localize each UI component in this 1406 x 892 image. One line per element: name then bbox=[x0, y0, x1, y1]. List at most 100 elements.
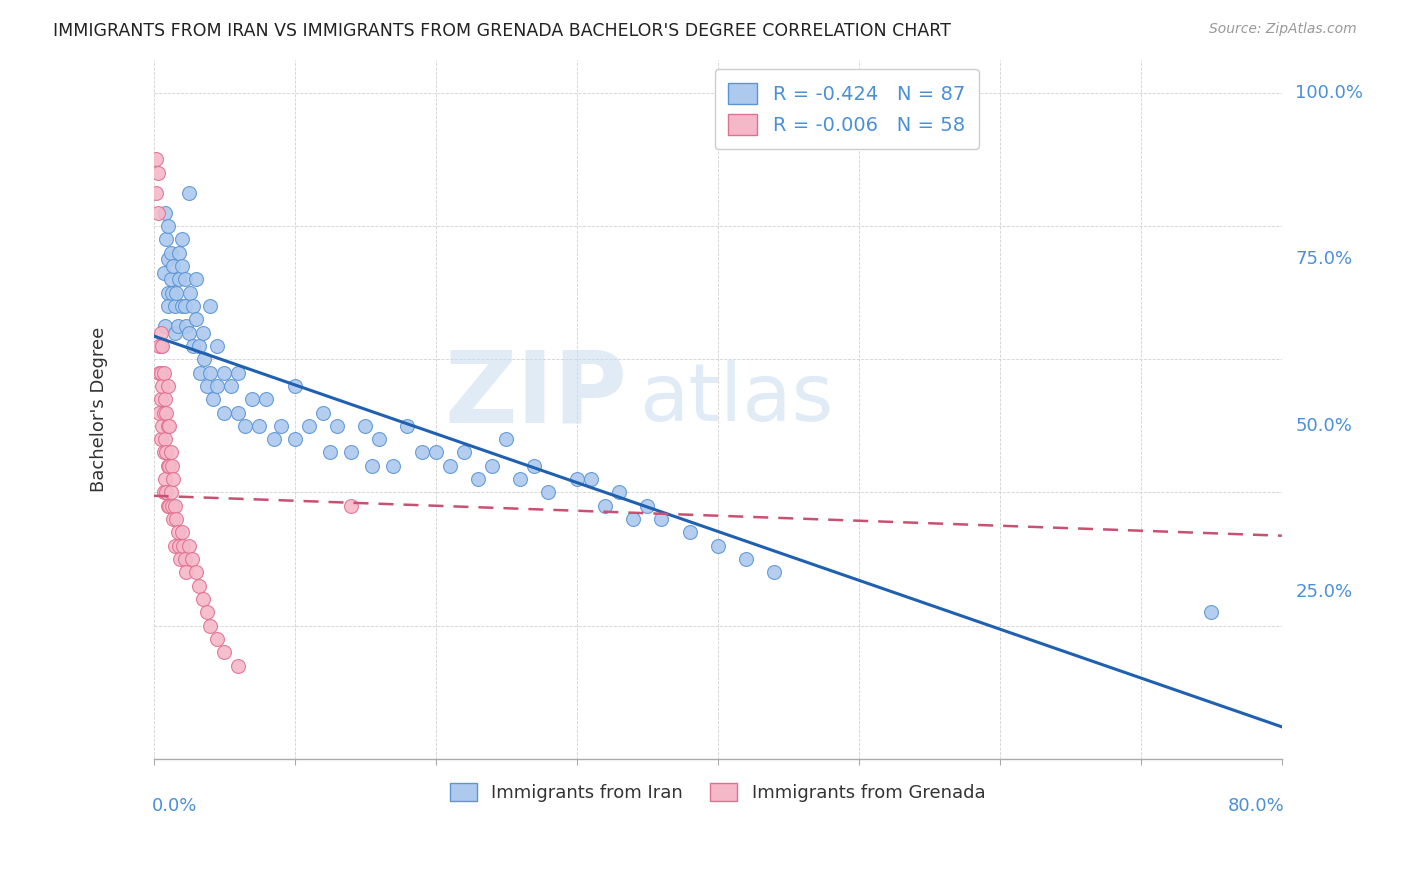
Point bbox=[155, 232, 177, 246]
Point bbox=[678, 525, 700, 540]
Point bbox=[170, 232, 193, 246]
Point bbox=[188, 366, 211, 380]
Point bbox=[173, 272, 195, 286]
Point bbox=[205, 339, 228, 353]
Point bbox=[368, 432, 391, 446]
Point bbox=[167, 272, 190, 286]
Point bbox=[212, 645, 235, 659]
Point bbox=[162, 259, 184, 273]
Point bbox=[153, 472, 176, 486]
Point bbox=[201, 392, 224, 407]
Point bbox=[146, 166, 169, 180]
Text: 80.0%: 80.0% bbox=[1227, 797, 1284, 815]
Point bbox=[298, 418, 321, 433]
Point bbox=[152, 405, 174, 419]
Point bbox=[173, 299, 195, 313]
Point bbox=[312, 405, 335, 419]
Point bbox=[354, 418, 377, 433]
Point bbox=[179, 285, 201, 300]
Point bbox=[195, 605, 218, 619]
Point bbox=[226, 658, 249, 673]
Point bbox=[523, 458, 546, 473]
Point bbox=[160, 499, 183, 513]
Text: 25.0%: 25.0% bbox=[1295, 583, 1353, 601]
Point bbox=[159, 245, 181, 260]
Point bbox=[149, 366, 172, 380]
Point bbox=[170, 299, 193, 313]
Point bbox=[212, 405, 235, 419]
Point bbox=[636, 499, 658, 513]
Point bbox=[148, 366, 170, 380]
Point bbox=[170, 525, 193, 540]
Point bbox=[155, 485, 177, 500]
Point bbox=[149, 326, 172, 340]
Point bbox=[174, 566, 197, 580]
Point bbox=[149, 432, 172, 446]
Point bbox=[481, 458, 503, 473]
Point bbox=[157, 499, 180, 513]
Point bbox=[177, 186, 200, 200]
Point bbox=[411, 445, 433, 459]
Point bbox=[146, 206, 169, 220]
Point bbox=[284, 379, 307, 393]
Point bbox=[159, 272, 181, 286]
Point bbox=[172, 539, 194, 553]
Point bbox=[270, 418, 292, 433]
Point bbox=[425, 445, 447, 459]
Point bbox=[340, 445, 363, 459]
Point bbox=[150, 339, 173, 353]
Point bbox=[177, 326, 200, 340]
Point bbox=[263, 432, 285, 446]
Point bbox=[467, 472, 489, 486]
Point bbox=[153, 206, 176, 220]
Point bbox=[155, 445, 177, 459]
Point bbox=[165, 512, 187, 526]
Point bbox=[340, 499, 363, 513]
Text: 50.0%: 50.0% bbox=[1295, 417, 1353, 434]
Point bbox=[152, 266, 174, 280]
Point bbox=[152, 445, 174, 459]
Point bbox=[198, 366, 221, 380]
Point bbox=[193, 352, 215, 367]
Point bbox=[240, 392, 263, 407]
Point bbox=[153, 432, 176, 446]
Point bbox=[155, 405, 177, 419]
Text: atlas: atlas bbox=[638, 359, 834, 438]
Point bbox=[763, 566, 786, 580]
Point bbox=[167, 245, 190, 260]
Point bbox=[181, 299, 204, 313]
Point bbox=[579, 472, 602, 486]
Legend: Immigrants from Iran, Immigrants from Grenada: Immigrants from Iran, Immigrants from Gr… bbox=[443, 775, 993, 809]
Point bbox=[205, 379, 228, 393]
Point bbox=[150, 379, 173, 393]
Point bbox=[166, 525, 188, 540]
Point bbox=[173, 552, 195, 566]
Point bbox=[167, 539, 190, 553]
Point bbox=[184, 272, 207, 286]
Text: Bachelor's Degree: Bachelor's Degree bbox=[90, 326, 108, 491]
Point bbox=[439, 458, 461, 473]
Point bbox=[166, 318, 188, 333]
Point bbox=[156, 219, 179, 233]
Point bbox=[163, 326, 186, 340]
Point bbox=[180, 552, 202, 566]
Point bbox=[212, 366, 235, 380]
Point bbox=[226, 405, 249, 419]
Point bbox=[159, 485, 181, 500]
Point bbox=[177, 539, 200, 553]
Point bbox=[509, 472, 531, 486]
Point bbox=[1201, 605, 1223, 619]
Point bbox=[319, 445, 342, 459]
Point bbox=[198, 299, 221, 313]
Point bbox=[284, 432, 307, 446]
Point bbox=[156, 418, 179, 433]
Point bbox=[187, 579, 209, 593]
Point bbox=[153, 392, 176, 407]
Point bbox=[150, 418, 173, 433]
Point bbox=[156, 299, 179, 313]
Point bbox=[162, 512, 184, 526]
Point bbox=[157, 458, 180, 473]
Point bbox=[195, 379, 218, 393]
Point bbox=[153, 318, 176, 333]
Point bbox=[226, 366, 249, 380]
